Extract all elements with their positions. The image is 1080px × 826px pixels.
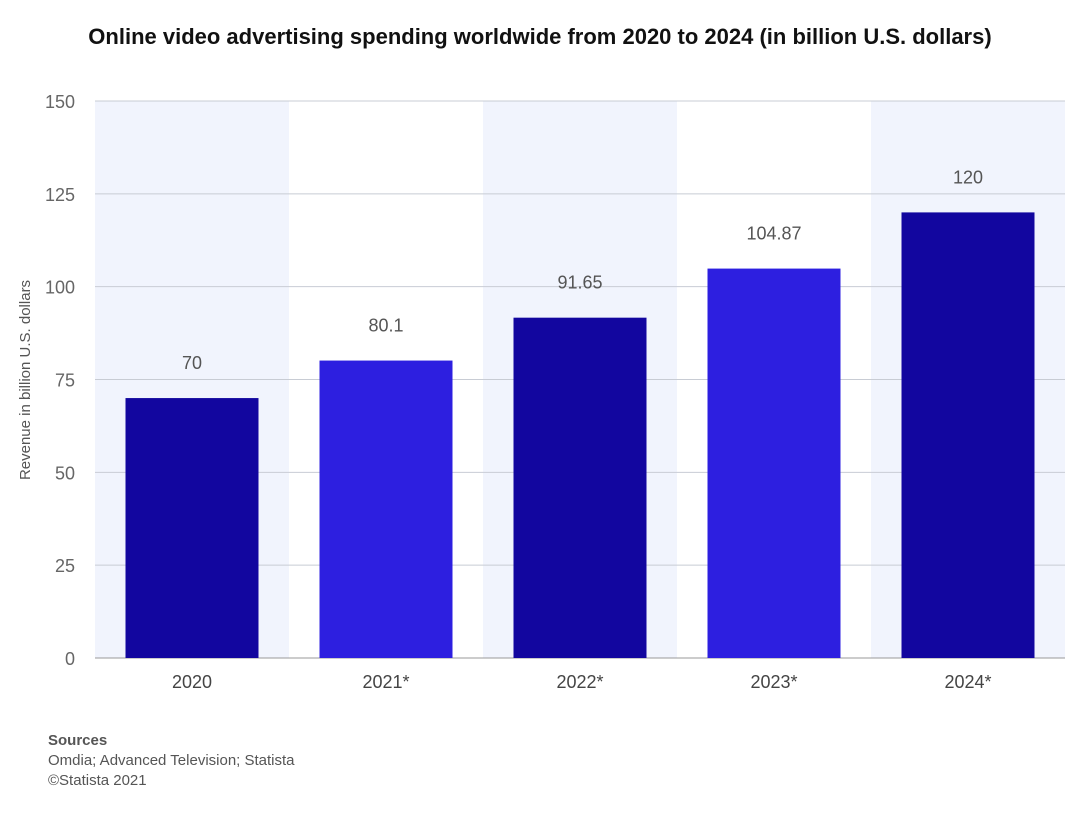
x-tick-label: 2023* <box>750 672 797 692</box>
y-tick-label: 150 <box>45 92 75 112</box>
data-labels: 70 80.1 91.65 104.87 120 <box>182 167 983 373</box>
data-label: 91.65 <box>557 273 602 293</box>
y-axis-ticks: 0 25 50 75 100 125 150 <box>45 92 75 669</box>
y-tick-label: 0 <box>65 649 75 669</box>
chart-title: Online video advertising spending worldw… <box>88 24 992 49</box>
sources-block: Sources Omdia; Advanced Television; Stat… <box>48 731 295 791</box>
copyright-line: ©Statista 2021 <box>48 772 147 789</box>
data-label: 80.1 <box>368 316 403 336</box>
y-tick-label: 50 <box>55 463 75 483</box>
x-axis-categories: 2020 2021* 2022* 2023* 2024* <box>172 672 992 692</box>
x-tick-label: 2020 <box>172 672 212 692</box>
data-label: 120 <box>953 167 983 187</box>
data-label: 70 <box>182 353 202 373</box>
bar <box>901 212 1035 658</box>
bar <box>125 398 259 658</box>
x-tick-label: 2024* <box>944 672 991 692</box>
bar <box>707 268 841 658</box>
x-tick-label: 2021* <box>362 672 409 692</box>
y-tick-label: 75 <box>55 371 75 391</box>
y-tick-label: 100 <box>45 278 75 298</box>
x-tick-label: 2022* <box>556 672 603 692</box>
sources-line: Omdia; Advanced Television; Statista <box>48 752 295 769</box>
y-axis-label: Revenue in billion U.S. dollars <box>17 280 34 480</box>
y-tick-label: 125 <box>45 185 75 205</box>
y-tick-label: 25 <box>55 556 75 576</box>
bar <box>319 360 453 658</box>
data-label: 104.87 <box>746 224 801 244</box>
bar <box>513 317 647 658</box>
bars <box>125 212 1035 658</box>
sources-heading: Sources <box>48 732 108 749</box>
